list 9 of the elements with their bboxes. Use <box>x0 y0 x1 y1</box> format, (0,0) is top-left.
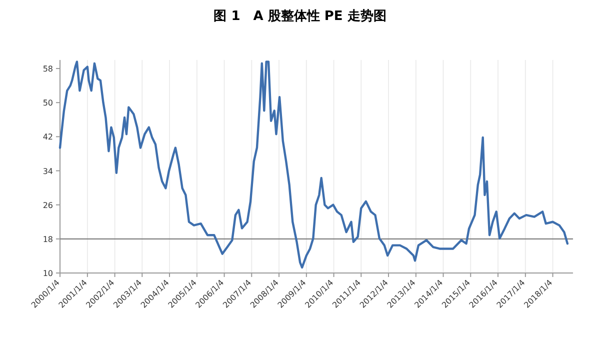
chart-title: 图 1 A 股整体性 PE 走势图 <box>214 8 386 24</box>
y-tick-label: 26 <box>42 200 53 210</box>
y-tick-label: 50 <box>42 98 53 108</box>
y-tick-label: 18 <box>42 234 53 244</box>
y-tick-label: 58 <box>42 64 53 74</box>
y-tick-label: 42 <box>42 132 53 142</box>
y-tick-label: 34 <box>42 166 53 176</box>
y-tick-label: 10 <box>42 269 53 278</box>
line-series <box>58 60 569 269</box>
